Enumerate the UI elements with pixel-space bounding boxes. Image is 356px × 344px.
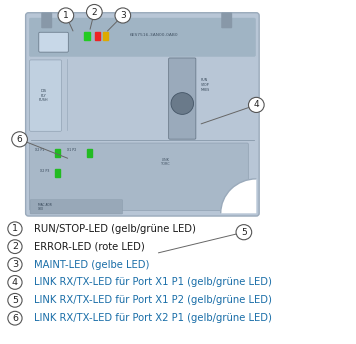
Bar	[55, 149, 61, 157]
Text: 1: 1	[63, 11, 69, 20]
Text: 1: 1	[12, 224, 18, 233]
Text: 3: 3	[120, 11, 126, 20]
Text: RUN/STOP-LED (gelb/grüne LED): RUN/STOP-LED (gelb/grüne LED)	[34, 224, 196, 234]
Text: 4: 4	[12, 278, 18, 287]
Circle shape	[12, 132, 27, 147]
Text: 6: 6	[17, 135, 22, 144]
Text: MAINT-LED (gelbe LED): MAINT-LED (gelbe LED)	[34, 259, 149, 270]
Text: DIS
PLY
PUSH: DIS PLY PUSH	[38, 89, 48, 103]
Text: X2 P3: X2 P3	[40, 169, 49, 173]
FancyBboxPatch shape	[30, 60, 62, 131]
Circle shape	[115, 8, 131, 23]
FancyBboxPatch shape	[39, 32, 68, 52]
Text: LINK RX/TX-LED für Port X1 P1 (gelb/grüne LED): LINK RX/TX-LED für Port X1 P1 (gelb/grün…	[34, 277, 272, 288]
Circle shape	[8, 276, 22, 289]
Circle shape	[8, 240, 22, 254]
Wedge shape	[221, 179, 256, 213]
FancyBboxPatch shape	[169, 58, 196, 139]
Bar	[103, 32, 108, 40]
Circle shape	[87, 4, 102, 20]
Circle shape	[8, 293, 22, 307]
Text: RUN
STOP
MRES: RUN STOP MRES	[200, 78, 210, 92]
Bar	[55, 169, 61, 177]
Circle shape	[8, 258, 22, 271]
Text: MAC ADR
XXX: MAC ADR XXX	[38, 203, 51, 211]
FancyBboxPatch shape	[26, 13, 259, 216]
Text: 2: 2	[91, 8, 97, 17]
Text: 3: 3	[12, 260, 18, 269]
Circle shape	[8, 311, 22, 325]
Text: 5: 5	[12, 296, 18, 305]
Bar	[84, 32, 90, 40]
FancyBboxPatch shape	[29, 18, 256, 56]
Text: LINK RX/TX-LED für Port X1 P2 (gelb/grüne LED): LINK RX/TX-LED für Port X1 P2 (gelb/grün…	[34, 295, 272, 305]
Text: 2: 2	[12, 242, 18, 251]
Circle shape	[236, 225, 252, 240]
Text: 6ES7516-3AN00-0AB0: 6ES7516-3AN00-0AB0	[130, 33, 178, 37]
Bar	[87, 149, 92, 157]
Bar	[95, 32, 100, 40]
Text: 4: 4	[253, 100, 259, 109]
Circle shape	[248, 97, 264, 112]
Circle shape	[58, 8, 74, 23]
FancyBboxPatch shape	[41, 13, 52, 28]
FancyBboxPatch shape	[30, 143, 248, 211]
Text: LINK
TORC: LINK TORC	[160, 158, 170, 166]
Text: ERROR-LED (rote LED): ERROR-LED (rote LED)	[34, 241, 145, 252]
Text: 6: 6	[12, 314, 18, 323]
Text: X2 P1: X2 P1	[35, 148, 45, 152]
Text: LINK RX/TX-LED für Port X2 P1 (gelb/grüne LED): LINK RX/TX-LED für Port X2 P1 (gelb/grün…	[34, 313, 272, 323]
Text: 5: 5	[241, 228, 247, 237]
Circle shape	[171, 93, 194, 115]
Text: X1 P2: X1 P2	[67, 148, 77, 152]
FancyBboxPatch shape	[221, 13, 232, 28]
Circle shape	[8, 222, 22, 236]
FancyBboxPatch shape	[30, 200, 122, 214]
